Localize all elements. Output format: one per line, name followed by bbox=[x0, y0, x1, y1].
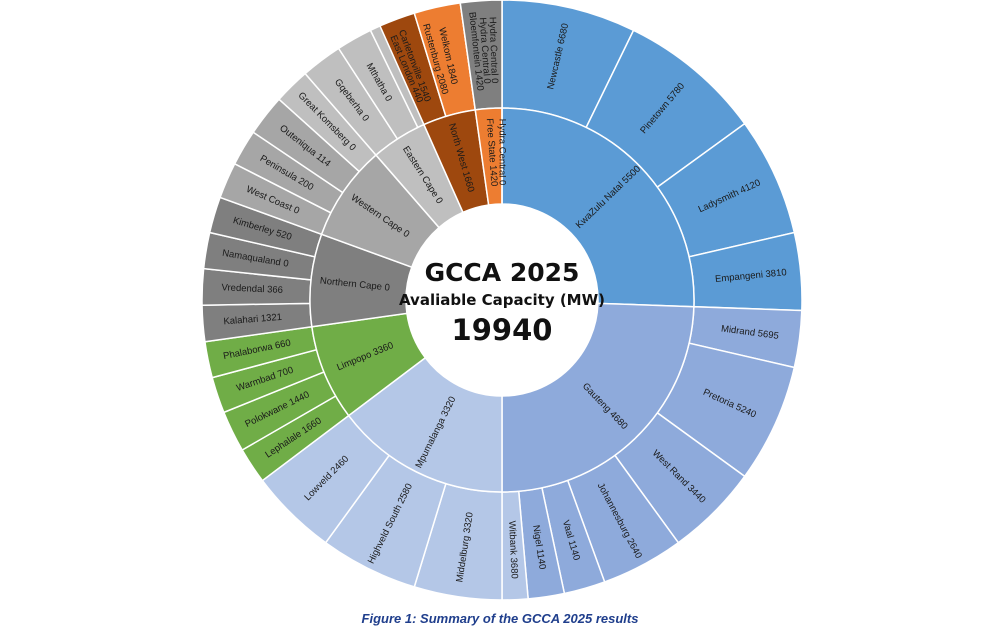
outer-label-hydra-central-0: Hydra Central 0 bbox=[487, 17, 500, 84]
sunburst-chart: GCCA 2025 Avaliable Capacity (MW) 19940 … bbox=[201, 0, 803, 600]
outer-ring bbox=[201, 0, 803, 600]
chart-subtitle: Avaliable Capacity (MW) bbox=[399, 291, 605, 309]
chart-title: GCCA 2025 bbox=[425, 258, 580, 287]
chart-total: 19940 bbox=[452, 313, 553, 347]
inner-label-hydra-central-0: Hydra Central 0 bbox=[496, 119, 507, 186]
outer-label-kalahari-1321: Kalahari 1321 bbox=[223, 312, 282, 328]
outer-label-hydra-central-0: Hydra Central 0 bbox=[477, 17, 493, 84]
inner-label-free-state-1420: Free State 1420 bbox=[484, 118, 500, 187]
outer-label-vredendal-366: Vredendal 366 bbox=[221, 282, 283, 296]
figure-caption: Figure 1: Summary of the GCCA 2025 resul… bbox=[361, 611, 639, 626]
outer-label-witbank-3680: Witbank 3680 bbox=[506, 521, 520, 580]
center-hole bbox=[406, 204, 598, 396]
sunburst-svg: GCCA 2025 Avaliable Capacity (MW) 19940 … bbox=[201, 0, 803, 600]
